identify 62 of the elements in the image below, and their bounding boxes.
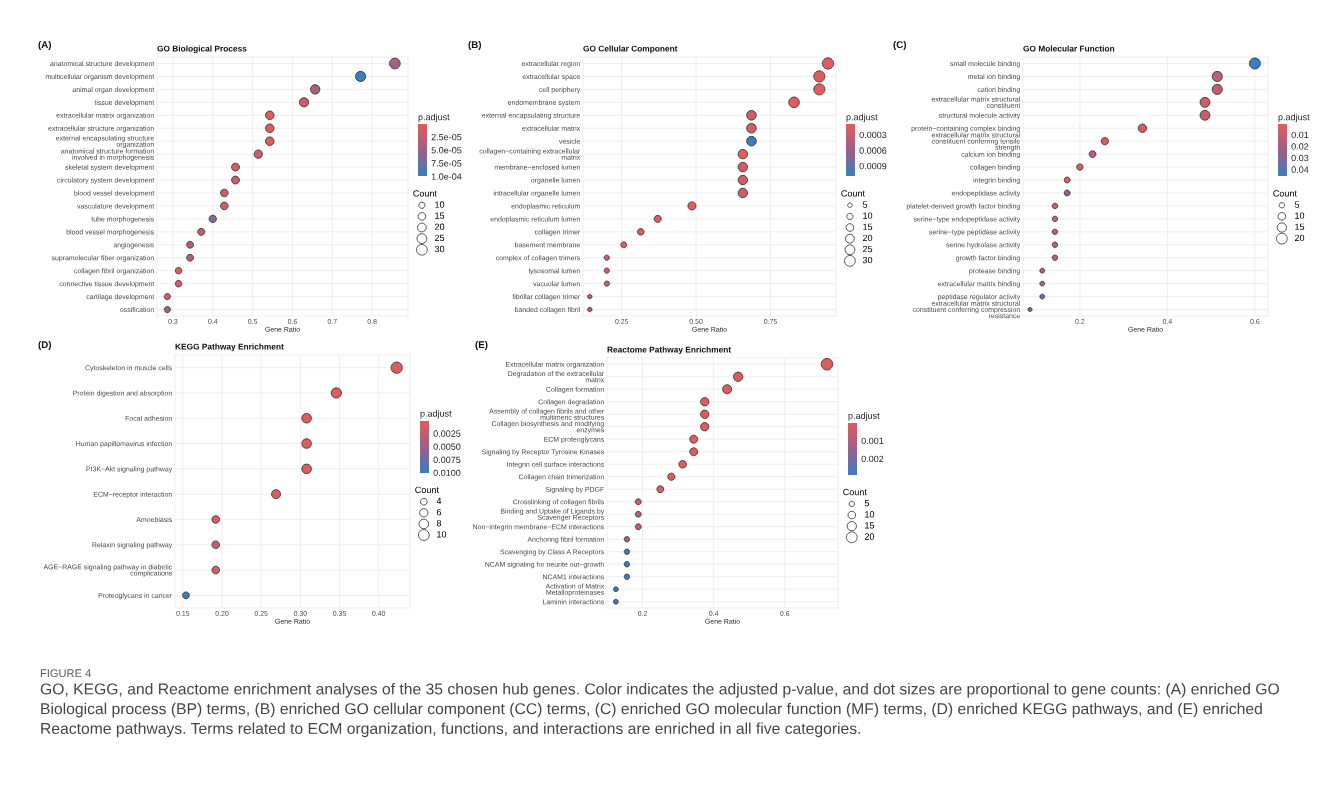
chart-title: GO Biological Process [157, 45, 247, 54]
color-bar-label: 0.0003 [859, 131, 887, 139]
color-bar-label: 0.0006 [859, 147, 887, 154]
legend-title: Count [841, 190, 865, 197]
legend-label: 10 [437, 531, 447, 538]
color-bar-label: 0.0050 [433, 443, 461, 450]
chart-title: GO Molecular Function [1023, 45, 1115, 52]
legend-label: 15 [1295, 223, 1305, 230]
text: (E) [475, 340, 488, 351]
text: (A) [38, 40, 52, 51]
color-bar-label: 7.5e-05 [431, 160, 462, 167]
text: (C) [893, 40, 907, 51]
text: (B) [468, 40, 482, 51]
text: (D) [38, 340, 52, 351]
color-bar-label: 0.01 [1291, 131, 1309, 139]
legend-label: 30 [434, 245, 445, 253]
legend-title: Count [413, 190, 437, 197]
legend-title: Count [415, 486, 439, 494]
caption: FIGURE 4 [40, 669, 91, 678]
color-bar-title: p.adjust [1278, 113, 1310, 123]
color-bar-label: 0.0100 [433, 469, 461, 477]
legend-label: 20 [863, 234, 873, 242]
legend-label: 30 [862, 256, 873, 264]
legend-label: 15 [435, 212, 445, 219]
legend-label: 10 [865, 511, 875, 518]
color-bar-title: p.adjust [846, 113, 878, 123]
color-bar-label: 0.03 [1291, 154, 1309, 162]
color-bar-title: p.adjust [848, 412, 880, 421]
color-bar-label: 1.0e-04 [431, 173, 462, 180]
color-bar-label: 0.02 [1291, 143, 1309, 150]
color-bar-label: 0.002 [861, 455, 884, 463]
text: GO, KEGG, and Reactome enrichment analyses of the 35 chosen hub genes. Color indicates the adjusted p-value, and dot sizes are proportional to gene counts: (A) enriched GO Biological process (BP) terms, (B) enriched GO cellular component (CC) terms, (C) enriched GO molecular function (MF) terms, (D) enriched KEGG pathways, and (E) enriched Reactome pathways. Terms related to ECM organization, functions, and interactions are enriched in all five categories. [40, 683, 1279, 738]
legend-label: 20 [434, 223, 445, 230]
color-bar-label: 0.04 [1291, 166, 1309, 173]
legend-label: 4 [436, 497, 442, 505]
legend-label: 10 [863, 212, 873, 219]
legend-label: 25 [434, 234, 445, 242]
color-bar-label: 5.0e-05 [431, 147, 462, 154]
color-bar-label: 0.0075 [433, 456, 461, 464]
legend-label: 5 [1294, 201, 1300, 208]
color-bar-title: p.adjust [420, 410, 452, 419]
color-bar-title: p.adjust [418, 113, 450, 123]
color-bar-label: 0.0009 [859, 162, 887, 170]
color-bar-label: 2.5e-05 [431, 133, 462, 141]
legend-label: 25 [863, 245, 873, 253]
legend-label: 15 [863, 223, 873, 230]
chart-title: Reactome Pathway Enrichment [607, 346, 732, 355]
legend-label: 10 [435, 201, 445, 208]
legend-label: 20 [864, 533, 875, 540]
legend-title: Count [843, 488, 867, 496]
legend-label: 5 [864, 500, 870, 507]
color-bar-label: 0.001 [861, 437, 884, 445]
color-bar-label: 0.0025 [433, 430, 461, 437]
chart-title: GO Cellular Component [583, 45, 678, 54]
legend-label: 6 [436, 508, 442, 516]
legend-label: 8 [436, 520, 442, 527]
legend-title: Count [1273, 190, 1297, 197]
chart-title: KEGG Pathway Enrichment [175, 343, 284, 352]
legend-label: 5 [862, 201, 868, 208]
legend-label: 15 [865, 522, 875, 529]
legend-label: 10 [1295, 212, 1305, 219]
legend-label: 20 [1294, 234, 1305, 242]
